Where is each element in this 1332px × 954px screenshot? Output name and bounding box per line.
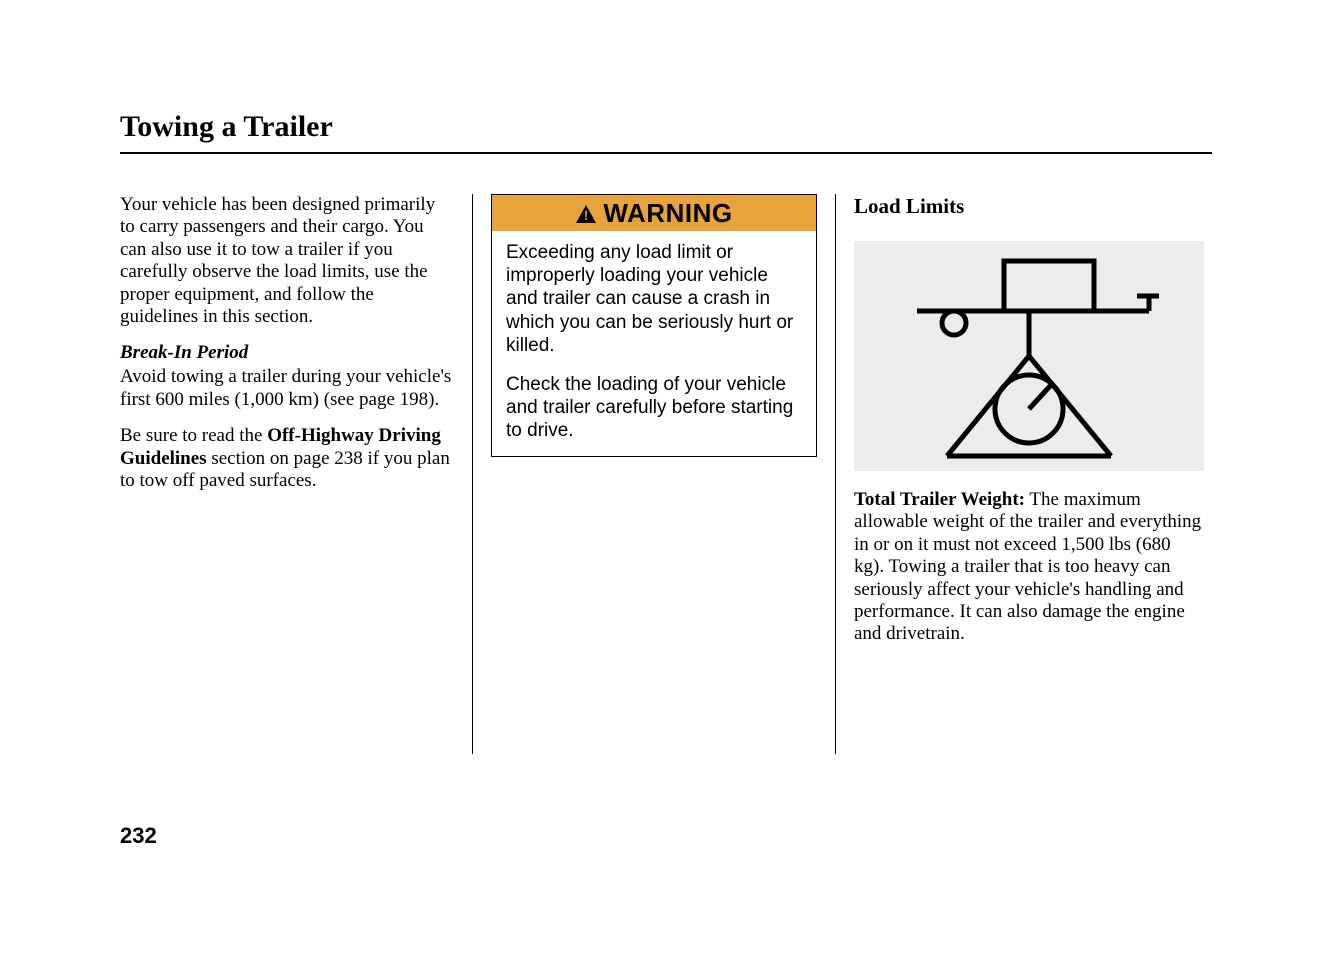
svg-text:!: ! (584, 208, 588, 223)
offhighway-paragraph: Be sure to read the Off-Highway Driving … (120, 425, 454, 492)
total-trailer-weight-paragraph: Total Trailer Weight: The maximum allowa… (854, 489, 1204, 646)
column-container: Your vehicle has been designed primarily… (120, 194, 1212, 754)
breakin-paragraph: Avoid towing a trailer during your vehic… (120, 366, 454, 411)
warning-label: WARNING (603, 198, 732, 229)
ttw-text: The maximum allowable weight of the trai… (854, 489, 1201, 644)
title-rule (120, 152, 1212, 154)
warning-body: Exceeding any load limit or improperly l… (492, 231, 816, 456)
warning-box: ! WARNING Exceeding any load limit or im… (491, 194, 817, 457)
breakin-heading: Break-In Period (120, 342, 454, 364)
ttw-label: Total Trailer Weight: (854, 489, 1025, 510)
warning-triangle-icon: ! (575, 204, 597, 224)
warning-paragraph-1: Exceeding any load limit or improperly l… (506, 241, 802, 357)
page-number: 232 (120, 823, 157, 849)
offhighway-pre: Be sure to read the (120, 425, 267, 446)
column-2: ! WARNING Exceeding any load limit or im… (473, 194, 835, 754)
page-title: Towing a Trailer (120, 110, 1212, 144)
warning-header: ! WARNING (492, 195, 816, 231)
weight-scale-diagram (854, 241, 1204, 471)
manual-page: Towing a Trailer Your vehicle has been d… (0, 0, 1332, 954)
scale-svg-icon (899, 251, 1159, 461)
column-1: Your vehicle has been designed primarily… (120, 194, 472, 754)
intro-paragraph: Your vehicle has been designed primarily… (120, 194, 454, 328)
column-3: Load Limits (836, 194, 1204, 754)
warning-paragraph-2: Check the loading of your vehicle and tr… (506, 373, 802, 443)
load-limits-heading: Load Limits (854, 194, 1204, 219)
